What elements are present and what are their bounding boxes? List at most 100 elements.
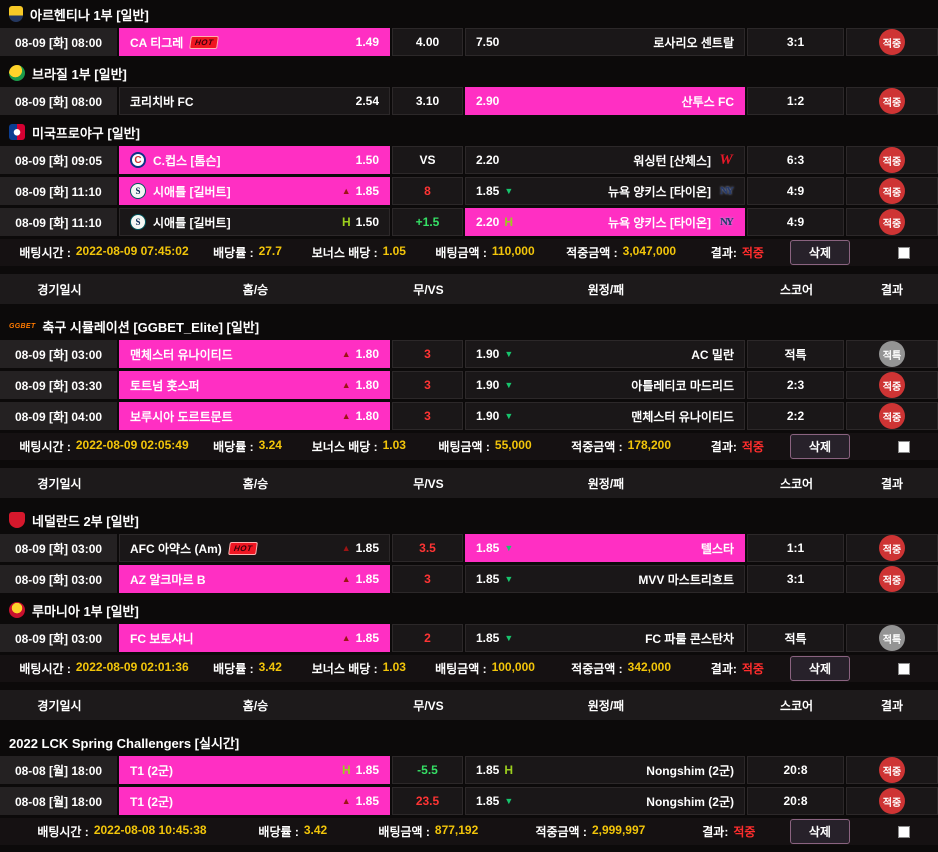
home-pick-cell: T1 (2군) H 1.85 <box>119 756 390 784</box>
match-row: 08-09 [화] 11:10 S 시애틀 [길버트] H 1.50 +1.5 2.20 H 뉴… <box>0 208 938 236</box>
match-row: 08-09 [화] 08:00 CA 티그레 HOT 1.49 4.00 7.50 로사리오… <box>0 28 938 56</box>
away-team-name: 뉴욕 양키스 [타이온] <box>608 215 711 230</box>
bet-amount-label: 배팅금액 : <box>435 662 487 676</box>
bet-result-value: 적중 <box>741 662 764 676</box>
draw-vs-value: 3 <box>424 347 431 361</box>
league-section-header: 브라질 1부 [일반] <box>0 59 938 87</box>
bonus-odds-label: 보너스 배당 : <box>311 246 378 260</box>
column-header-3: 원정/패 <box>587 282 625 297</box>
select-checkbox[interactable] <box>898 246 911 259</box>
draw-vs-cell: 23.5 <box>392 787 463 815</box>
home-pick-cell: C C.컵스 [톰슨] 1.50 <box>119 146 390 174</box>
odds-up-icon: ▲ <box>341 411 351 421</box>
bonus-odds-value: 1.05 <box>382 244 406 258</box>
draw-vs-cell: VS <box>392 146 463 174</box>
delete-button[interactable]: 삭제 <box>789 656 851 681</box>
odds-down-icon: ▼ <box>504 349 514 359</box>
away-pick-cell: 2.20 워싱턴 [산체스] W <box>465 146 745 174</box>
column-header-4: 스코어 <box>779 698 814 713</box>
draw-vs-value: 3 <box>424 572 431 586</box>
score-cell: 적특 <box>747 624 844 652</box>
away-pick-cell: 2.90 산투스 FC <box>465 87 745 115</box>
match-row: 08-08 [월] 18:00 T1 (2군) H 1.85 -5.5 1.85 H Nong… <box>0 756 938 784</box>
home-team-name: AZ 알크마르 B <box>130 572 206 587</box>
yankees-logo-icon: NY <box>720 185 734 197</box>
match-date-cell: 08-09 [화] 03:00 <box>0 534 117 562</box>
home-team-name: C.컵스 [톰슨] <box>153 153 221 168</box>
match-row: 08-09 [화] 03:00 AFC 아약스 (Am) HOT ▲ 1.85 3.5 1.… <box>0 534 938 562</box>
league-title: 아르헨티나 1부 [일반] <box>30 7 149 23</box>
home-team-name: T1 (2군) <box>130 794 174 809</box>
away-team-name: AC 밀란 <box>691 347 734 362</box>
bet-amount-value: 110,000 <box>491 244 535 258</box>
odds-down-icon: ▼ <box>504 633 514 643</box>
delete-button[interactable]: 삭제 <box>789 819 850 844</box>
mlb-icon <box>9 124 25 140</box>
column-header-0: 경기일시 <box>37 476 82 491</box>
draw-vs-value: -5.5 <box>417 763 438 777</box>
score-cell: 20:8 <box>747 756 844 784</box>
delete-button[interactable]: 삭제 <box>789 240 851 265</box>
home-odds: 1.49 <box>355 35 379 49</box>
total-odds-label: 배당률 : <box>213 662 254 676</box>
brazil-league-icon <box>9 65 25 81</box>
draw-vs-cell: 8 <box>392 177 463 205</box>
away-pick-cell: 1.90 ▼ 아틀레티코 마드리드 <box>465 371 745 399</box>
select-checkbox[interactable] <box>897 825 910 838</box>
home-odds: 1.85 <box>355 184 379 198</box>
draw-vs-cell: 3 <box>392 565 463 593</box>
league-title: 2022 LCK Spring Challengers [실시간] <box>9 735 240 751</box>
bet-time-label: 배팅시간 : <box>19 662 71 676</box>
league-section-header: GGBET 축구 시뮬레이션 [GGBET_Elite] [일반] <box>0 312 938 340</box>
bet-summary-row: 배팅시간 : 2022-08-09 02:05:49 배당률 : 3.24 보너스 배당… <box>0 433 938 460</box>
match-row: 08-09 [화] 03:00 맨체스터 유나이티드 ▲ 1.80 3 1.90 ▼ AC 밀… <box>0 340 938 368</box>
home-odds: 1.85 <box>355 763 379 777</box>
hot-icon: HOT <box>189 35 220 49</box>
match-row: 08-09 [화] 03:30 토트넘 홋스퍼 ▲ 1.80 3 1.90 ▼ 아틀레티코 마… <box>0 371 938 399</box>
bet-result-value: 적중 <box>733 825 756 839</box>
column-header-1: 홈/승 <box>242 282 269 297</box>
match-date-cell: 08-09 [화] 11:10 <box>0 208 117 236</box>
column-header-0: 경기일시 <box>37 698 82 713</box>
result-badge: 적특 <box>879 341 905 367</box>
result-cell: 적중 <box>846 146 938 174</box>
column-header-2: 무/VS <box>413 698 444 713</box>
draw-vs-value: 4.00 <box>415 35 440 49</box>
bet-result-label: 결과: <box>710 662 737 676</box>
argentina-league-icon <box>9 6 23 22</box>
match-date-cell: 08-09 [화] 08:00 <box>0 28 117 56</box>
result-badge: 적중 <box>879 29 905 55</box>
away-odds: 1.85 <box>476 794 500 808</box>
bet-result: 결과: 적중 <box>676 823 782 840</box>
netherlands-league-icon <box>9 512 25 528</box>
table-column-headers: 경기일시 홈/승 무/VS 원정/패 스코어 결과 <box>0 468 938 498</box>
column-header-2: 무/VS <box>413 476 444 491</box>
column-header-2: 무/VS <box>413 282 444 297</box>
select-checkbox[interactable] <box>898 440 911 453</box>
away-pick-cell: 2.20 H 뉴욕 양키스 [타이온] NY <box>465 208 745 236</box>
result-badge: 적중 <box>879 566 905 592</box>
home-pick-cell: T1 (2군) ▲ 1.85 <box>119 787 390 815</box>
home-odds: 1.50 <box>355 215 379 229</box>
column-header-5: 결과 <box>880 476 904 491</box>
bet-amount-label: 배팅금액 : <box>438 440 490 454</box>
away-odds: 2.90 <box>476 94 500 108</box>
select-checkbox[interactable] <box>898 662 911 675</box>
home-team-name: 보루시아 도르트문트 <box>130 409 233 424</box>
bet-amount: 배팅금액 : 55,000 <box>421 438 550 455</box>
column-header-0: 경기일시 <box>37 282 82 297</box>
bet-summary-row: 배팅시간 : 2022-08-08 10:45:38 배당률 : 3.42 배팅금액 :… <box>0 818 938 845</box>
odds-down-icon: ▼ <box>504 543 514 553</box>
delete-button[interactable]: 삭제 <box>789 434 851 459</box>
bet-summary-row: 배팅시간 : 2022-08-09 07:45:02 배당률 : 27.7 보너스 배당… <box>0 239 938 266</box>
win-amount-value: 3,047,000 <box>622 244 677 258</box>
win-amount: 적중금액 : 342,000 <box>549 660 693 677</box>
score-cell: 6:3 <box>747 146 844 174</box>
result-cell: 적중 <box>846 402 938 430</box>
bet-time-value: 2022-08-09 02:01:36 <box>75 660 189 674</box>
away-pick-cell: 1.90 ▼ AC 밀란 <box>465 340 745 368</box>
result-cell: 적중 <box>846 28 938 56</box>
match-date-cell: 08-08 [월] 18:00 <box>0 756 117 784</box>
draw-vs-cell: 2 <box>392 624 463 652</box>
